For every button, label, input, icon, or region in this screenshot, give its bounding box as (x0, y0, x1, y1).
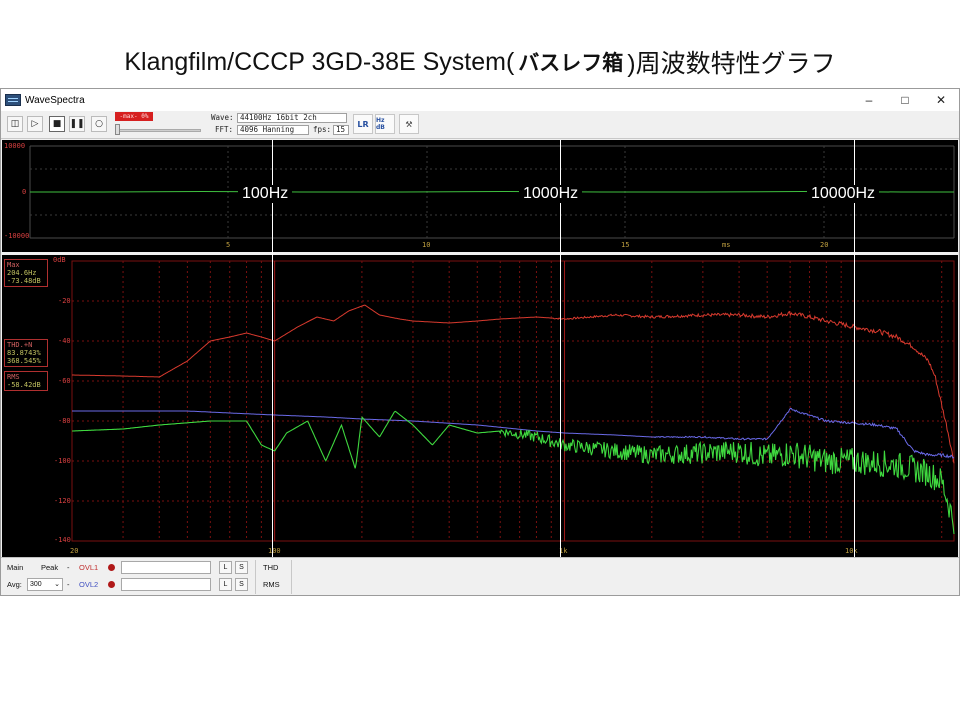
thd-toggle[interactable]: THD (263, 563, 279, 572)
spectrum-y-tick: -20 (58, 297, 71, 305)
divider (255, 560, 256, 594)
fps-label: fps: (313, 125, 332, 134)
scope-x-tick: 5 (226, 241, 231, 249)
app-icon (5, 94, 21, 106)
lr-channel-icon[interactable]: LR (353, 114, 373, 134)
avg-select[interactable]: 300 ⌄ (27, 578, 63, 591)
thd-readout: THD.+N 83.8743% 368.545% (4, 339, 48, 367)
main-l-button[interactable]: L (219, 561, 232, 574)
marker-label-10000hz: 10000Hz (807, 185, 880, 203)
scope-y-tick: 10000 (4, 142, 26, 150)
spectrum-y-tick: -40 (58, 337, 71, 345)
scope-y-tick: -10000 (4, 232, 30, 240)
max-readout-header: Max (7, 261, 20, 269)
marker-line-10000hz (854, 140, 855, 557)
status-controls-bar: Main Peak - OVL1 L S Avg: 300 ⌄ - OVL2 L… (1, 557, 959, 595)
app-window: WaveSpectra – □ ✕ ◫ ▷ ■ ❚❚ ○ -max- 0% Wa… (0, 88, 960, 596)
thd-readout-value-2: 368.545% (7, 357, 41, 365)
spectrum-y-tick: -80 (58, 417, 71, 425)
window-titlebar: WaveSpectra – □ ✕ (1, 89, 959, 111)
settings-wrench-icon[interactable]: ⚒ (399, 114, 419, 134)
wave-label: Wave: (211, 113, 234, 122)
max-readout-frequency: 204.6Hz (7, 269, 37, 277)
divider (291, 560, 292, 594)
peak-label[interactable]: Peak (41, 563, 59, 572)
avg-value-field (121, 578, 211, 591)
spectrum-trace-0 (72, 304, 955, 464)
pause-icon[interactable]: ❚❚ (69, 116, 85, 132)
stop-icon[interactable]: ■ (49, 116, 65, 132)
ovl1-label: OVL1 (79, 563, 99, 572)
page-title-prefix: Klangfilm/CCCP 3GD-38E System( (124, 47, 515, 76)
minimize-button[interactable]: – (865, 93, 873, 107)
fft-label: FFT: (215, 125, 234, 134)
maximize-button[interactable]: □ (901, 93, 909, 107)
scope-x-unit: ms (722, 241, 731, 249)
ovl2-indicator (108, 581, 115, 588)
spectrum-y-tick: -120 (54, 497, 71, 505)
thd-readout-header: THD.+N (7, 341, 33, 349)
peak-dash: - (67, 563, 70, 572)
plot-frame (71, 260, 955, 542)
spectrum-x-tick: 100 (268, 547, 281, 555)
avg-dash: - (67, 580, 70, 589)
ovl1-indicator (108, 564, 115, 571)
level-meter: -max- 0% (115, 112, 153, 121)
fft-setting-field[interactable]: 4096 Hanning (237, 125, 309, 135)
rms-readout-header: RMS (7, 373, 20, 381)
rms-readout-value: -58.42dB (7, 381, 41, 389)
avg-label: Avg: (7, 580, 22, 589)
spectrum-y-tick: -140 (54, 536, 71, 544)
spectrum-chart-svg (71, 260, 955, 542)
spectrum-y-tick: -60 (58, 377, 71, 385)
rms-readout: RMS -58.42dB (4, 371, 48, 391)
spectrum-view: 0dB -20 -40 -60 -80 -100 -120 -140 20 10… (2, 255, 958, 557)
spectrum-trace-2 (72, 410, 955, 535)
spectrum-y-tick: 0dB (53, 256, 66, 264)
main-label: Main (7, 563, 24, 572)
marker-line-1000hz (560, 140, 561, 557)
spectrum-x-tick: 20 (70, 547, 79, 555)
position-slider-track[interactable] (115, 129, 201, 132)
rms-toggle[interactable]: RMS (263, 580, 280, 589)
page-title: Klangfilm/CCCP 3GD-38E System( バスレフ箱 )周波… (0, 44, 960, 80)
position-slider-thumb[interactable] (115, 124, 120, 135)
spectrum-x-tick: 1k (559, 547, 568, 555)
open-file-icon[interactable]: ◫ (7, 116, 23, 132)
scope-x-tick: 15 (621, 241, 630, 249)
max-readout: Max 204.6Hz -73.48dB (4, 259, 48, 287)
main-value-field (121, 561, 211, 574)
avg-s-button[interactable]: S (235, 578, 248, 591)
page-title-bold: バスレフ箱 (518, 52, 624, 75)
scope-x-tick: 10 (422, 241, 431, 249)
close-button[interactable]: ✕ (935, 93, 947, 107)
thd-readout-value-1: 83.8743% (7, 349, 41, 357)
chevron-down-icon: ⌄ (54, 581, 60, 588)
spectrum-y-tick: -100 (54, 457, 71, 465)
toolbar: ◫ ▷ ■ ❚❚ ○ -max- 0% Wave: 44100Hz 16bit … (1, 111, 959, 139)
record-icon[interactable]: ○ (91, 116, 107, 132)
main-s-button[interactable]: S (235, 561, 248, 574)
hz-db-icon[interactable]: Hz dB (375, 114, 395, 134)
waveform-view: 10000 0 -10000 5 10 15 20 ms (2, 140, 958, 252)
page-title-suffix: )周波数特性グラフ (627, 50, 836, 78)
spectrum-trace-1 (72, 407, 955, 459)
marker-label-100hz: 100Hz (238, 185, 293, 203)
ovl2-label: OVL2 (79, 580, 99, 589)
marker-line-100hz (272, 140, 273, 557)
spectrum-x-tick: 10k (845, 547, 858, 555)
avg-l-button[interactable]: L (219, 578, 232, 591)
wave-format-field: 44100Hz 16bit 2ch (237, 113, 347, 123)
play-icon[interactable]: ▷ (27, 116, 43, 132)
fps-field[interactable]: 15 (333, 125, 349, 135)
scope-x-tick: 20 (820, 241, 829, 249)
window-title: WaveSpectra (25, 94, 85, 106)
avg-select-value: 300 (30, 581, 42, 588)
max-readout-level: -73.48dB (7, 277, 41, 285)
marker-label-1000hz: 1000Hz (519, 185, 583, 203)
scope-y-tick: 0 (22, 188, 27, 196)
